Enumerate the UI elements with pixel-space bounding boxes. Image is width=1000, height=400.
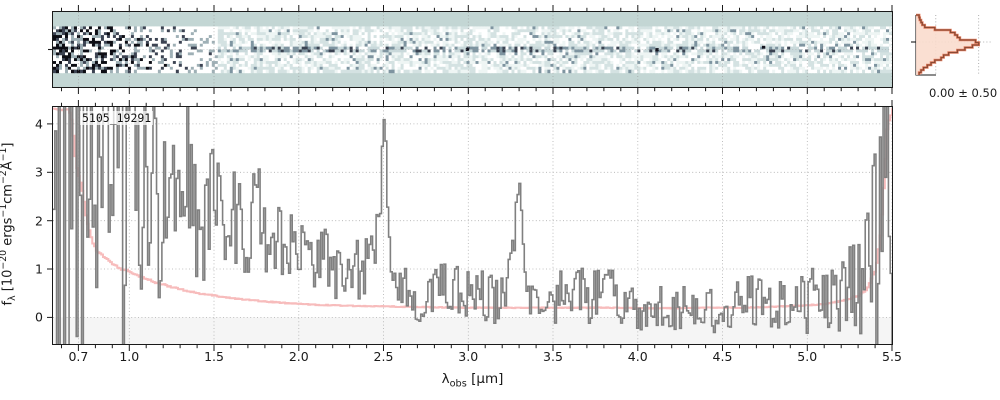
x-axis-label: λobs [μm]	[441, 371, 504, 390]
object-id-label: 5105_19291	[80, 111, 154, 125]
two-d-spectrum-panel	[52, 11, 893, 88]
spatial-profile-plot	[911, 13, 992, 76]
x-tick-label: 4.0	[627, 349, 648, 364]
x-tick-label: 2.5	[373, 349, 394, 364]
x-tick-label: 2.0	[288, 349, 309, 364]
x-tick-label: 5.5	[882, 349, 902, 364]
one-d-spectrum-panel	[52, 106, 893, 345]
spatial-profile-panel	[908, 11, 994, 88]
profile-centroid-label: 0.00 ± 0.50	[929, 86, 998, 100]
y-tick-label: 0	[35, 309, 43, 325]
x-tick-label: 5.0	[797, 349, 818, 364]
x-tick-label: 0.7	[68, 349, 89, 364]
y-tick-label: 2	[35, 213, 43, 229]
x-tick-label: 1.5	[204, 349, 224, 364]
x-tick-label: 3.5	[543, 349, 563, 364]
x-tick-label: 3.0	[458, 349, 479, 364]
spectrum-plot-area	[53, 107, 892, 344]
x-tick-label: 1.0	[119, 349, 140, 364]
two-d-spectrum-image	[53, 12, 892, 87]
y-axis-label: fλ [10−20 ergs−1cm−2Å−1]	[0, 0, 18, 306]
x-tick-label: 4.5	[712, 349, 733, 364]
y-tick-label: 3	[35, 164, 43, 180]
y-tick-label: 1	[35, 261, 43, 277]
y-tick-label: 4	[35, 116, 43, 132]
